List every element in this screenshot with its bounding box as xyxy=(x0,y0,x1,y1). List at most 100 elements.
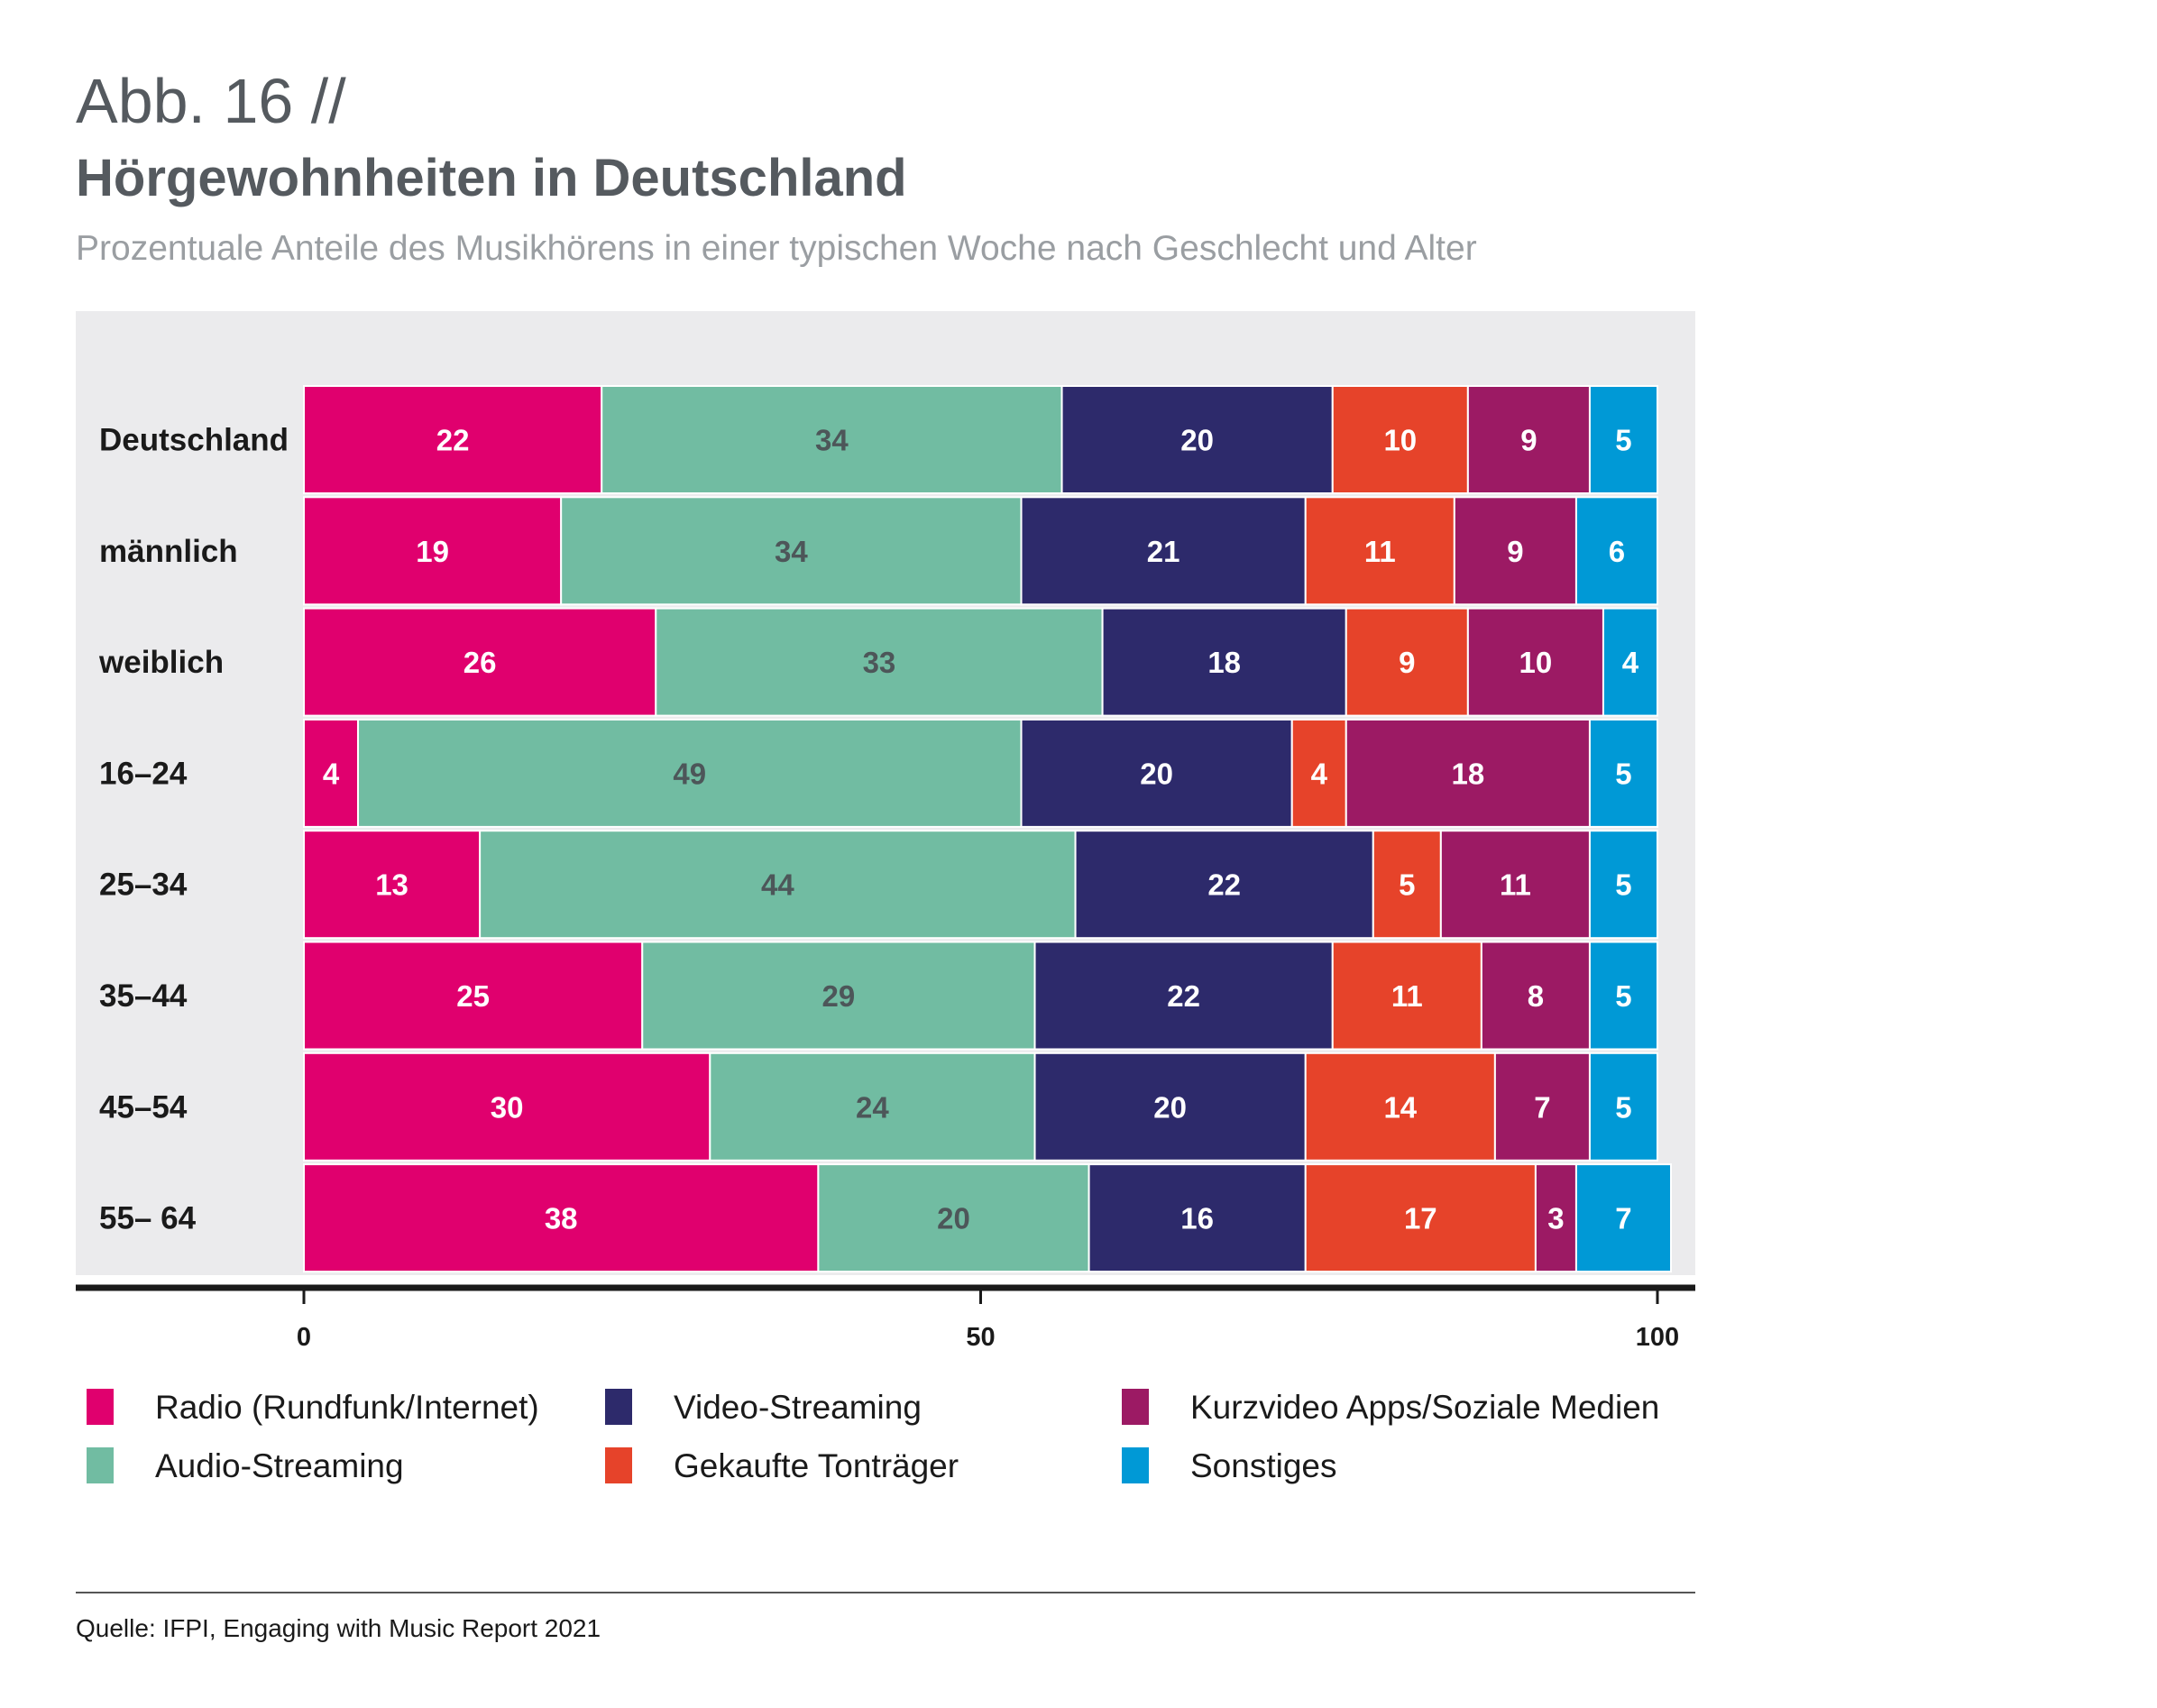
bar-segment xyxy=(303,718,360,828)
category-label: Deutschland xyxy=(99,423,289,458)
bar-row: 30 24 20 14 7 5 xyxy=(303,1051,1658,1162)
data-label: 5 xyxy=(1399,868,1415,902)
bar-segment xyxy=(303,1051,711,1162)
bar-segment xyxy=(641,941,1036,1051)
x-tick-label: 0 xyxy=(297,1323,311,1352)
bar-segment xyxy=(303,607,657,717)
x-tick-label: 50 xyxy=(966,1323,995,1352)
bar-segment xyxy=(1020,718,1293,828)
legend-item: Radio (Rundfunk/Internet) xyxy=(87,1389,539,1426)
bar-segment xyxy=(1033,941,1334,1051)
data-label: 5 xyxy=(1615,757,1631,790)
data-label: 14 xyxy=(1383,1090,1417,1124)
data-label: 3 xyxy=(1547,1202,1564,1235)
bar-segment xyxy=(1290,718,1347,828)
data-label: 7 xyxy=(1534,1090,1550,1124)
bar-segment xyxy=(1588,718,1658,828)
bar-row: 26 33 18 9 10 4 xyxy=(303,607,1658,717)
bar-segment xyxy=(1493,1051,1591,1162)
legend-swatch xyxy=(605,1389,632,1425)
data-label: 4 xyxy=(1622,646,1639,679)
bar-segment xyxy=(1060,385,1334,494)
data-label: 22 xyxy=(436,424,470,457)
legend-item: Kurzvideo Apps/Soziale Medien xyxy=(1122,1389,1659,1426)
bar-segment xyxy=(1453,496,1577,606)
bar-segment xyxy=(303,830,482,940)
category-labels: Deutschland männlich weiblich 16–24 25–34 35–… xyxy=(98,423,289,1236)
data-label: 33 xyxy=(863,646,896,679)
data-label: 11 xyxy=(1364,535,1396,568)
data-label: 5 xyxy=(1615,1090,1631,1124)
bar-segment xyxy=(1588,385,1658,494)
legend-swatch xyxy=(87,1389,114,1425)
bar-row: 19 34 21 11 9 6 xyxy=(303,496,1658,606)
x-tick-label: 100 xyxy=(1636,1323,1679,1352)
category-label: männlich xyxy=(99,534,238,569)
data-label: 34 xyxy=(775,535,808,568)
bar-segment xyxy=(1534,1163,1577,1273)
data-label: 18 xyxy=(1452,757,1485,790)
bar-segment xyxy=(1588,941,1658,1051)
bar-segment xyxy=(1588,1051,1658,1162)
bar-segment xyxy=(479,830,1077,940)
data-label: 13 xyxy=(375,868,408,902)
bar-segment xyxy=(1588,830,1658,940)
data-label: 9 xyxy=(1520,424,1537,457)
data-label: 8 xyxy=(1528,979,1544,1013)
bar-segment xyxy=(560,496,1023,606)
bar-row: 25 29 22 11 8 5 xyxy=(303,941,1658,1051)
legend-label: Kurzvideo Apps/Soziale Medien xyxy=(1190,1389,1659,1426)
x-axis: 0 50 100 xyxy=(76,1284,1695,1352)
legend-item: Audio-Streaming xyxy=(87,1447,404,1484)
bar-segment xyxy=(1331,941,1482,1051)
chart-title: Hörgewohnheiten in Deutschland xyxy=(76,149,907,207)
category-label: 55– 64 xyxy=(99,1201,197,1236)
data-label: 24 xyxy=(856,1090,889,1124)
data-label: 22 xyxy=(1207,868,1241,902)
data-label: 19 xyxy=(416,535,449,568)
category-label: weiblich xyxy=(98,645,224,680)
data-label: 38 xyxy=(545,1202,578,1235)
legend-swatch xyxy=(1122,1447,1149,1483)
bar-segment xyxy=(817,1163,1090,1273)
bar-segment xyxy=(1439,830,1591,940)
bar-segment xyxy=(1020,496,1307,606)
legend-label: Audio-Streaming xyxy=(155,1447,404,1484)
legend-label: Video-Streaming xyxy=(674,1389,922,1426)
bar-segment xyxy=(1345,607,1469,717)
bar-segment xyxy=(1602,607,1658,717)
data-label: 6 xyxy=(1609,535,1625,568)
data-label: 22 xyxy=(1167,979,1200,1013)
bar-segment xyxy=(1466,607,1604,717)
bar-segment xyxy=(1033,1051,1307,1162)
bar-segment xyxy=(303,1163,820,1273)
data-label: 4 xyxy=(323,757,340,790)
legend-item: Gekaufte Tonträger xyxy=(605,1447,959,1484)
source-divider xyxy=(76,1592,1695,1593)
legend: Radio (Rundfunk/Internet) Audio-Streaming… xyxy=(87,1389,1659,1484)
category-label: 45–54 xyxy=(99,1089,188,1125)
data-label: 44 xyxy=(761,868,794,902)
figure-number: Abb. 16 // xyxy=(76,66,346,136)
bar-segment xyxy=(709,1051,1036,1162)
data-label: 7 xyxy=(1615,1202,1631,1235)
data-label: 29 xyxy=(822,979,856,1013)
source-note: Quelle: IFPI, Engaging with Music Report… xyxy=(76,1614,601,1642)
bar-row: 13 44 22 5 11 5 xyxy=(303,830,1658,940)
data-label: 20 xyxy=(1180,424,1214,457)
bar-segment xyxy=(1304,1051,1496,1162)
category-label: 16–24 xyxy=(99,756,188,791)
legend-swatch xyxy=(87,1447,114,1483)
data-label: 49 xyxy=(673,757,706,790)
bar-segment xyxy=(1101,607,1347,717)
bar-segment xyxy=(303,496,563,606)
data-label: 5 xyxy=(1615,979,1631,1013)
bars: 22 34 20 10 9 519 34 21 11 9 626 33 18 9 10 44 49 20 4 18 51… xyxy=(303,385,1673,1273)
bar-segment xyxy=(1574,496,1658,606)
bar-segment xyxy=(1331,385,1469,494)
data-label: 20 xyxy=(1140,757,1173,790)
bar-segment xyxy=(1372,830,1442,940)
legend-swatch xyxy=(1122,1389,1149,1425)
